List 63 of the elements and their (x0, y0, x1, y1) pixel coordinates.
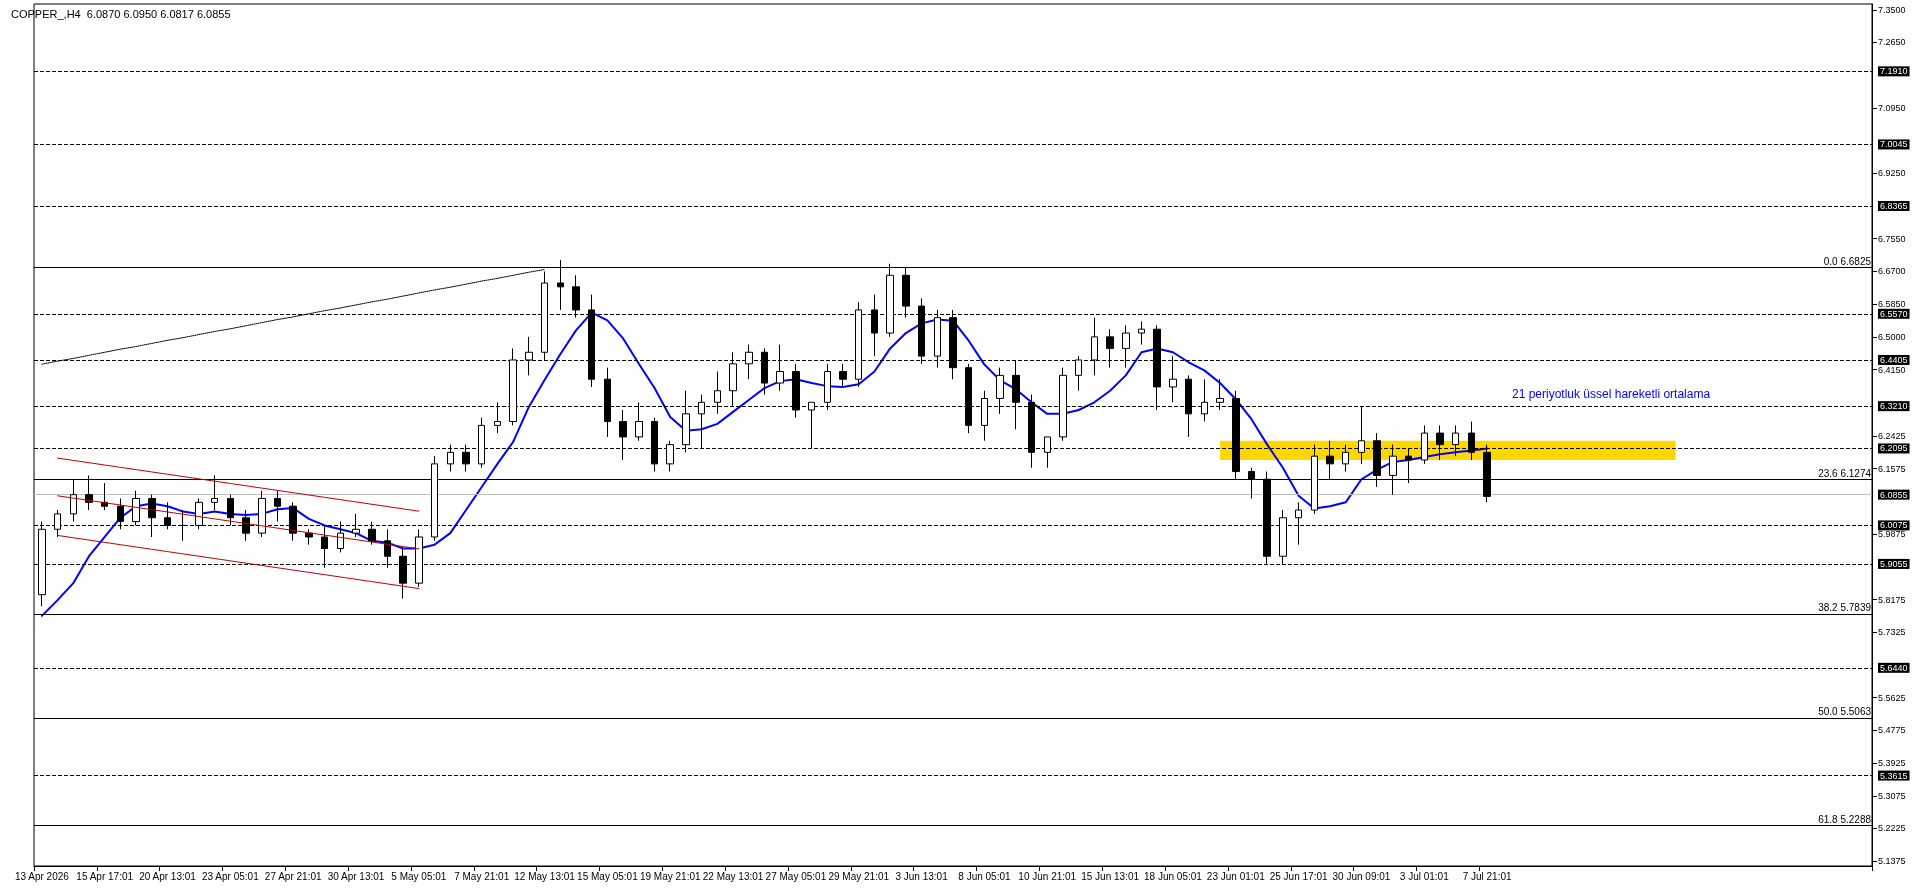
x-tick-label: 25 Jun 17:01 (1269, 870, 1328, 882)
ref-line-label: 5.9055 (1880, 558, 1908, 569)
y-tick-label: 6.7550 (1878, 233, 1906, 244)
y-tick-label: 6.2425 (1878, 430, 1906, 441)
y-tick-label: 6.5000 (1878, 331, 1906, 342)
ref-line-label: 6.0075 (1880, 520, 1908, 531)
y-tick-label: 6.6700 (1878, 266, 1906, 277)
y-tick-label: 7.3500 (1878, 4, 1906, 15)
x-tick-label: 3 Jun 13:01 (895, 870, 949, 882)
x-tick-label: 29 May 21:01 (828, 870, 890, 882)
x-tick-label: 23 Apr 05:01 (202, 870, 260, 882)
y-tick-label: 5.9875 (1878, 529, 1906, 540)
ref-line-label: 61.8 5.2288 (1818, 814, 1872, 826)
x-tick-label: 3 Jul 01:01 (1399, 870, 1450, 882)
x-tick-label: 5 May 05:01 (391, 870, 447, 882)
ref-line-label: 6.5570 (1880, 308, 1908, 319)
x-tick-label: 27 May 05:01 (765, 870, 827, 882)
y-tick-label: 6.1575 (1878, 463, 1906, 474)
x-tick-label: 30 Apr 13:01 (327, 870, 385, 882)
ref-line-label: 50.0 5.5063 (1818, 706, 1872, 718)
y-tick-label: 5.2225 (1878, 823, 1906, 834)
ref-line-label: 5.3615 (1880, 770, 1908, 781)
ref-line-label: 38.2 5.7839 (1818, 602, 1872, 614)
x-tick-label: 10 Jun 21:01 (1018, 870, 1077, 882)
y-tick-label: 5.3075 (1878, 790, 1906, 801)
y-tick-label: 7.0950 (1878, 102, 1906, 113)
ref-line-label: 6.2095 (1880, 443, 1908, 454)
y-tick-label: 6.5850 (1878, 299, 1906, 310)
x-tick-label: 18 Jun 05:01 (1144, 870, 1203, 882)
ref-line-label: 7.0045 (1880, 139, 1908, 150)
x-tick-label: 19 May 21:01 (639, 870, 701, 882)
x-tick-label: 15 Jun 13:01 (1081, 870, 1140, 882)
y-tick-label: 5.5625 (1878, 692, 1906, 703)
ref-line-label: 0.0 6.6825 (1823, 256, 1872, 268)
y-tick-label: 5.7325 (1878, 627, 1906, 638)
x-tick-label: 15 Apr 17:01 (76, 870, 134, 882)
ref-line-label: 7.1910 (1880, 66, 1908, 77)
x-tick-label: 8 Jun 05:01 (958, 870, 1011, 882)
x-tick-label: 7 Jul 21:01 (1462, 870, 1513, 882)
y-tick-label: 5.8175 (1878, 594, 1906, 605)
y-tick-label: 6.9250 (1878, 168, 1906, 179)
chart-title: COPPER_,H4 6.0870 6.0950 6.0817 6.0855 (11, 7, 231, 20)
x-tick-label: 23 Jun 01:01 (1206, 870, 1266, 882)
ref-line-label: 6.8365 (1880, 201, 1908, 212)
ref-line-label: 6.3210 (1880, 401, 1908, 412)
y-tick-label: 6.4150 (1878, 364, 1906, 375)
y-tick-label: 5.4775 (1878, 725, 1906, 736)
ref-line-label: 6.4405 (1880, 354, 1908, 365)
y-tick-label: 5.1375 (1878, 856, 1906, 867)
x-tick-label: 27 Apr 21:01 (264, 870, 322, 882)
x-tick-label: 15 May 05:01 (577, 870, 639, 882)
x-tick-label: 12 May 13:01 (514, 870, 576, 882)
ref-line-label: 23.6 6.1274 (1818, 467, 1872, 479)
x-tick-label: 30 Jun 09:01 (1332, 870, 1391, 882)
ref-line-label: 6.0855 (1880, 489, 1908, 500)
ref-line-label: 5.6440 (1880, 662, 1908, 673)
x-tick-label: 20 Apr 13:01 (139, 870, 197, 882)
y-tick-label: 5.3925 (1878, 758, 1906, 769)
x-tick-label: 22 May 13:01 (702, 870, 764, 882)
annotation: 21 periyotluk üssel hareketli ortalama (1512, 387, 1711, 401)
x-tick-label: 13 Apr 2026 (14, 870, 70, 882)
x-tick-label: 7 May 21:01 (454, 870, 510, 882)
y-tick-label: 7.2650 (1878, 37, 1906, 48)
